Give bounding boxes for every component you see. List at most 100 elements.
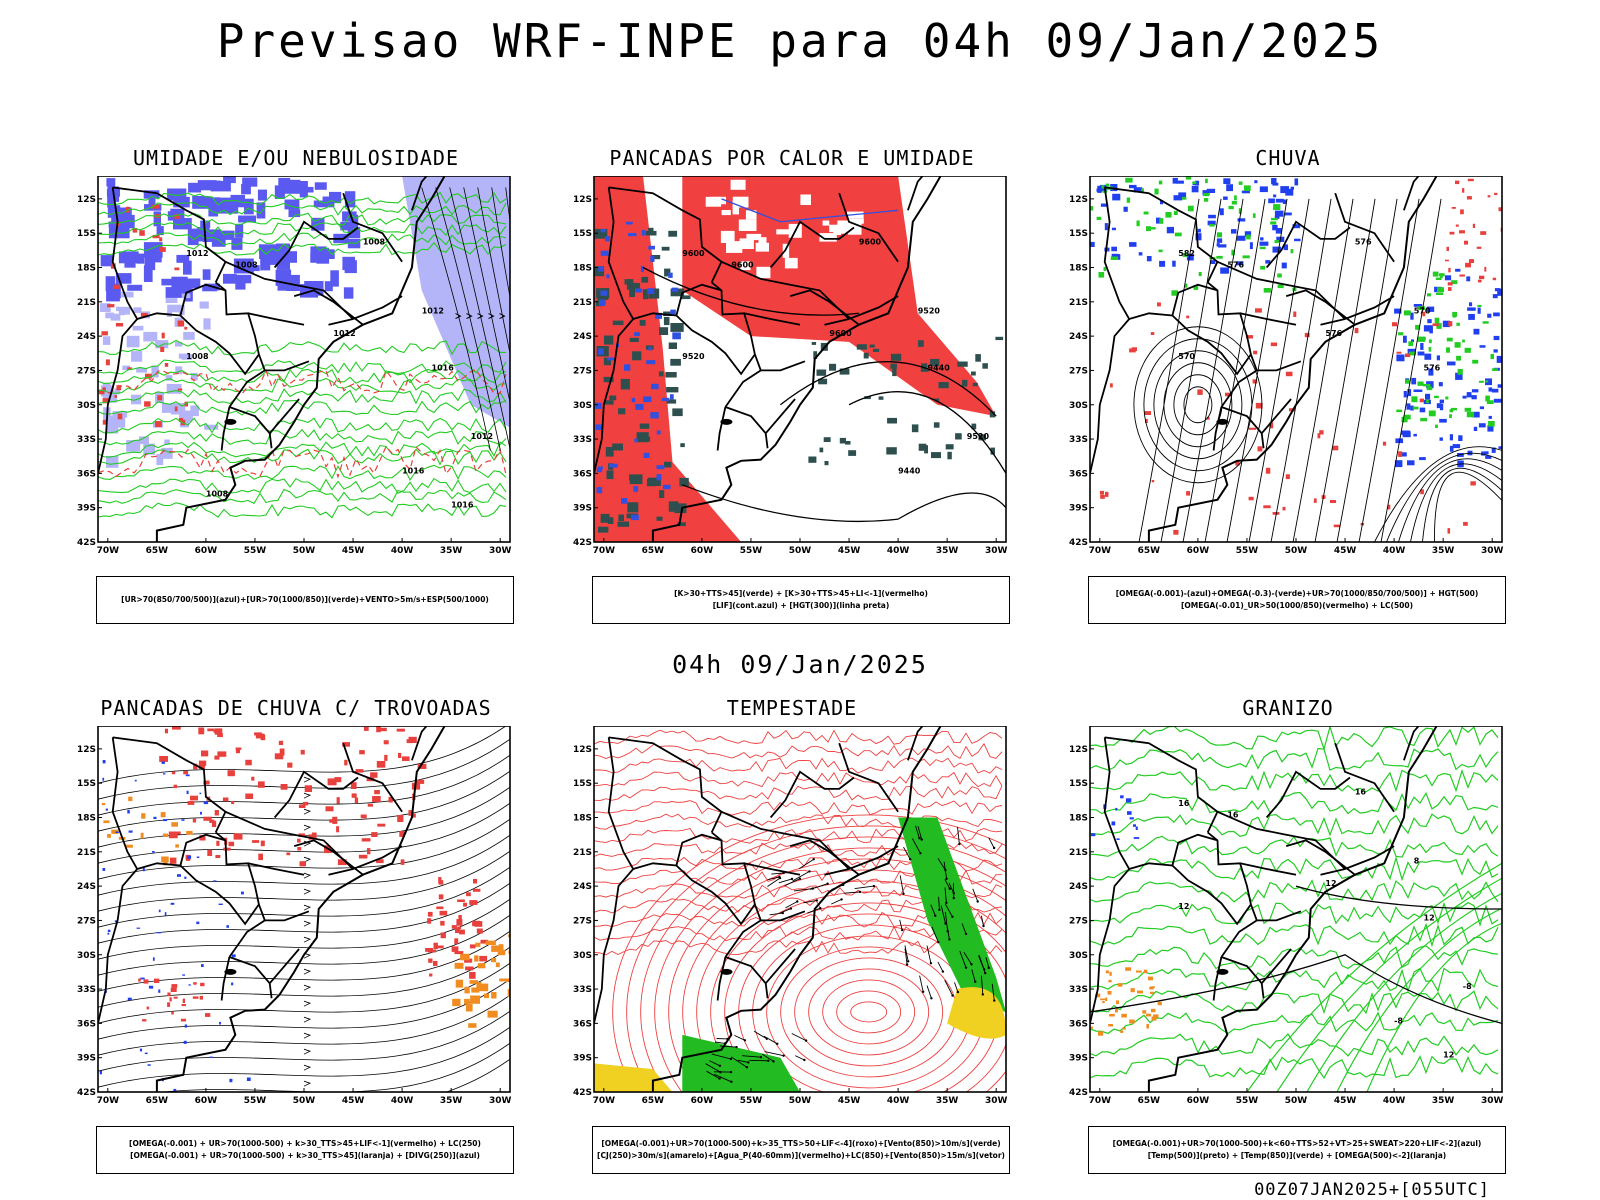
lon-label: 35W xyxy=(440,1096,463,1106)
field-cell xyxy=(105,808,108,811)
field-cell xyxy=(298,804,306,808)
field-cell xyxy=(367,803,373,807)
lat-label: 36S xyxy=(573,1019,592,1029)
field-cell xyxy=(99,1070,102,1075)
field-cell xyxy=(1401,452,1407,457)
field-cell xyxy=(666,387,679,393)
field-cell xyxy=(1434,317,1440,324)
lat-label: 15S xyxy=(77,229,96,239)
arrow-head xyxy=(303,952,312,959)
contour-label: 1012 xyxy=(471,432,493,441)
field-cell xyxy=(1245,335,1254,339)
field-cell xyxy=(436,906,444,910)
field-cell xyxy=(214,755,220,760)
wind-vector-head xyxy=(730,1080,733,1083)
wind-vector-head xyxy=(951,915,954,918)
field-cell xyxy=(1120,1030,1124,1033)
field-cell xyxy=(164,728,168,734)
field-cell xyxy=(1260,265,1265,270)
field-cell xyxy=(1304,332,1310,338)
wind-vector xyxy=(767,877,781,887)
field-cell xyxy=(196,856,200,858)
field-cell xyxy=(639,423,650,429)
lat-label: 42S xyxy=(573,1088,592,1098)
field-cell xyxy=(126,440,141,452)
wind-vector xyxy=(730,1056,748,1068)
field-cell xyxy=(167,992,171,997)
field-cell xyxy=(1449,434,1453,441)
field-cell xyxy=(200,811,202,815)
lon-label: 70W xyxy=(97,546,120,556)
field-cell xyxy=(175,342,183,347)
lat-label: 21S xyxy=(573,848,592,858)
field-cell xyxy=(1191,185,1199,193)
field-cell xyxy=(187,801,195,805)
wind-vector-head xyxy=(964,932,968,936)
field-cell xyxy=(505,978,510,982)
field-cell xyxy=(600,228,606,233)
contour-label: 9440 xyxy=(898,466,921,475)
field-cell xyxy=(1246,234,1251,240)
contour-label: 1012 xyxy=(422,306,444,315)
political-border xyxy=(229,956,273,999)
lat-label: 18S xyxy=(573,814,592,824)
field-cell xyxy=(497,949,506,956)
field-cell xyxy=(439,910,448,916)
field-cell xyxy=(102,760,106,764)
field-cell xyxy=(187,228,199,246)
wind-vector-head xyxy=(778,876,782,880)
lon-label: 55W xyxy=(1236,1096,1259,1106)
lat-label: 12S xyxy=(573,195,592,205)
field-cell xyxy=(287,762,293,768)
field-cell xyxy=(183,331,195,340)
field-cell xyxy=(848,450,857,456)
wind-vector xyxy=(978,955,986,974)
field-cell xyxy=(199,301,209,309)
field-cell xyxy=(1274,210,1284,217)
field-cell xyxy=(1100,203,1109,207)
field-cell xyxy=(1281,262,1287,269)
political-border xyxy=(608,736,723,833)
wind-vector xyxy=(937,858,946,871)
field-cell xyxy=(122,365,131,370)
field-cell xyxy=(184,1024,188,1028)
temp500-contour xyxy=(1090,954,1502,1025)
field-cell xyxy=(116,306,131,312)
field-cell xyxy=(332,816,338,824)
field-cell xyxy=(288,209,301,218)
field-cell xyxy=(848,220,862,235)
field-cell xyxy=(402,756,410,761)
arrow-head xyxy=(303,888,312,895)
arrow-head xyxy=(303,920,312,927)
field-cell xyxy=(1455,180,1460,185)
field-cell xyxy=(624,279,634,285)
lon-label: 40W xyxy=(887,1096,910,1106)
field-cell xyxy=(396,728,405,732)
field-cell xyxy=(635,403,644,410)
field-cell xyxy=(658,371,664,377)
field-cell xyxy=(388,796,393,803)
field-cell xyxy=(990,447,995,455)
field-cell xyxy=(1107,990,1112,995)
field-cell xyxy=(198,764,205,769)
arrow-head xyxy=(303,824,312,831)
field-cell xyxy=(101,331,108,336)
lat-label: 15S xyxy=(1069,779,1088,789)
political-border xyxy=(1285,839,1356,876)
lif-contour xyxy=(721,198,899,223)
field-cell xyxy=(1282,506,1286,511)
field-cell xyxy=(201,964,204,967)
political-border xyxy=(760,360,806,372)
field-cell xyxy=(1197,389,1203,395)
field-cell xyxy=(1255,308,1262,313)
arrow-head xyxy=(477,313,484,320)
field-cell xyxy=(1469,259,1474,263)
field-cell xyxy=(428,958,433,963)
wind-vector-head xyxy=(974,980,977,983)
wind-vector xyxy=(778,878,793,884)
map-chuva: 582 576 576 576 570 570 576 12S 15S 18S 21S 24S 27S 3… xyxy=(1068,176,1508,576)
wind-vector xyxy=(948,882,955,894)
field-cell xyxy=(1216,232,1222,238)
field-cell xyxy=(1479,406,1484,410)
